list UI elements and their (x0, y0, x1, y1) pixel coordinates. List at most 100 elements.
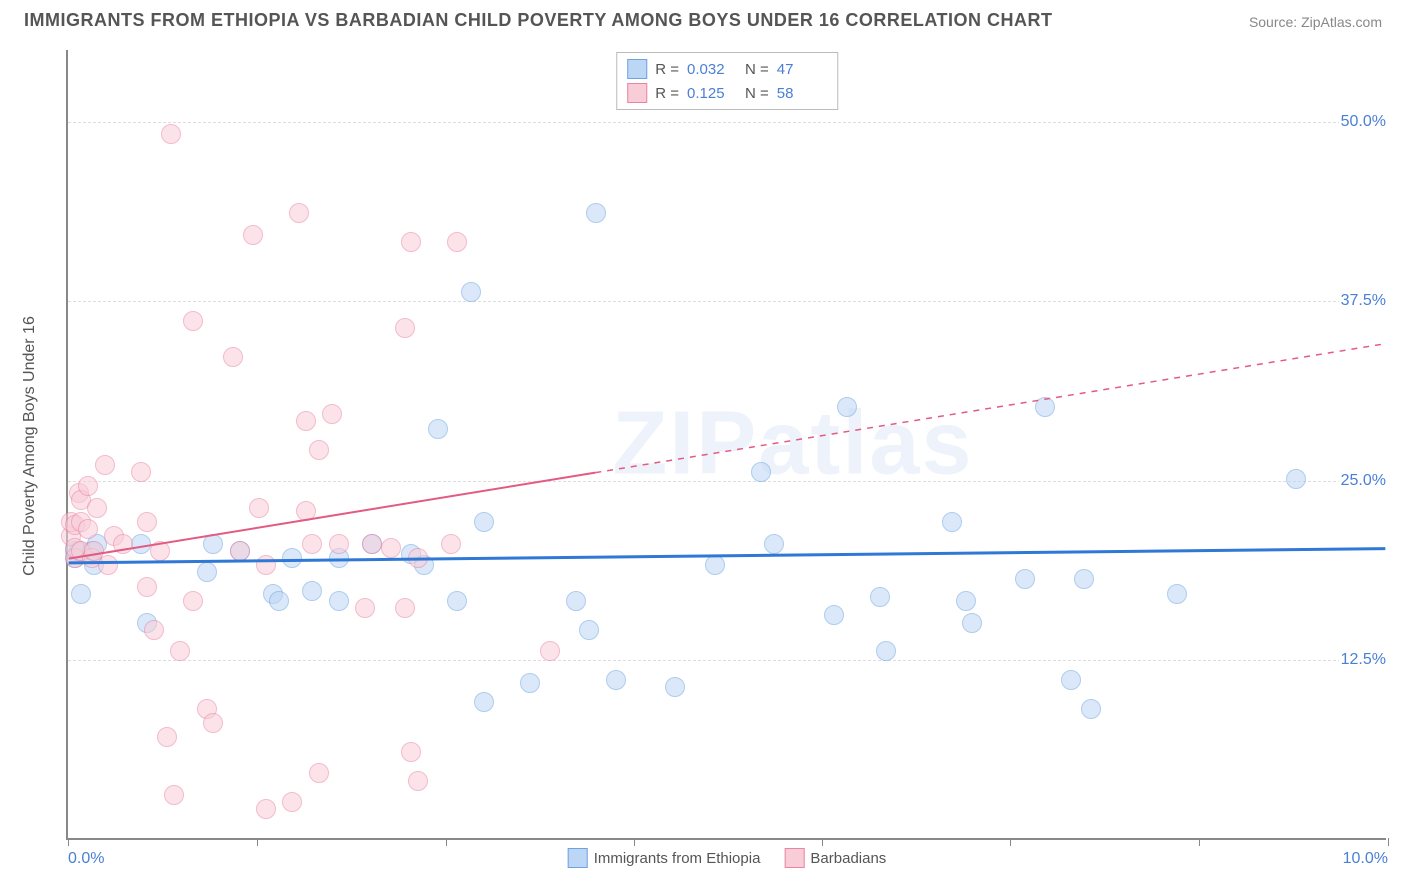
scatter-point (243, 225, 263, 245)
scatter-point (566, 591, 586, 611)
scatter-point (131, 534, 151, 554)
r-value: 0.032 (687, 61, 737, 78)
scatter-point (665, 677, 685, 697)
scatter-point (183, 311, 203, 331)
scatter-point (269, 591, 289, 611)
scatter-point (395, 318, 415, 338)
scatter-point (956, 591, 976, 611)
legend-label: Barbadians (810, 850, 886, 867)
legend-item: Barbadians (784, 848, 886, 868)
scatter-point (329, 591, 349, 611)
scatter-point (329, 534, 349, 554)
scatter-point (1074, 569, 1094, 589)
n-label: N = (745, 85, 769, 102)
scatter-point (837, 397, 857, 417)
scatter-point (87, 498, 107, 518)
scatter-point (1015, 569, 1035, 589)
legend-row: R = 0.032 N = 47 (627, 57, 827, 81)
scatter-point (428, 419, 448, 439)
scatter-point (401, 742, 421, 762)
scatter-point (1061, 670, 1081, 690)
scatter-point (164, 785, 184, 805)
scatter-point (302, 581, 322, 601)
scatter-point (447, 591, 467, 611)
scatter-point (157, 727, 177, 747)
ytick-label: 50.0% (1339, 113, 1388, 131)
ytick-label: 12.5% (1339, 651, 1388, 669)
scatter-point (876, 641, 896, 661)
scatter-point (98, 555, 118, 575)
scatter-point (395, 598, 415, 618)
n-value: 47 (777, 61, 827, 78)
scatter-point (113, 534, 133, 554)
scatter-point (1167, 584, 1187, 604)
scatter-point (137, 512, 157, 532)
scatter-point (461, 282, 481, 302)
scatter-point (751, 462, 771, 482)
legend-row: R =0.125N =58 (627, 81, 827, 105)
r-label: R = (655, 61, 679, 78)
scatter-point (289, 203, 309, 223)
scatter-point (309, 763, 329, 783)
scatter-point (824, 605, 844, 625)
plot-area: ZIPatlas R =0.032N =47R =0.125N =58 Immi… (66, 50, 1386, 840)
xtick-label: 10.0% (1343, 850, 1388, 868)
scatter-point (131, 462, 151, 482)
xtick (1199, 838, 1200, 846)
scatter-point (256, 555, 276, 575)
scatter-point (381, 538, 401, 558)
scatter-point (474, 512, 494, 532)
scatter-point (942, 512, 962, 532)
scatter-point (474, 692, 494, 712)
y-axis-label: Child Poverty Among Boys Under 16 (21, 316, 39, 576)
gridline (68, 481, 1386, 482)
scatter-point (223, 347, 243, 367)
ytick-label: 25.0% (1339, 472, 1388, 490)
scatter-point (296, 411, 316, 431)
scatter-point (355, 598, 375, 618)
scatter-point (586, 203, 606, 223)
xtick (1010, 838, 1011, 846)
scatter-point (322, 404, 342, 424)
scatter-point (256, 799, 276, 819)
xtick (446, 838, 447, 846)
scatter-point (1035, 397, 1055, 417)
xtick (68, 838, 69, 846)
scatter-point (408, 548, 428, 568)
r-value: 0.125 (687, 85, 737, 102)
scatter-point (520, 673, 540, 693)
xtick-label: 0.0% (68, 850, 104, 868)
scatter-point (309, 440, 329, 460)
scatter-point (401, 232, 421, 252)
scatter-point (203, 534, 223, 554)
gridline (68, 122, 1386, 123)
gridline (68, 660, 1386, 661)
scatter-point (71, 584, 91, 604)
scatter-point (170, 641, 190, 661)
scatter-point (606, 670, 626, 690)
legend-swatch (627, 83, 647, 103)
scatter-point (764, 534, 784, 554)
scatter-point (95, 455, 115, 475)
n-label: N = (745, 61, 769, 78)
series-legend: Immigrants from EthiopiaBarbadians (568, 848, 887, 868)
scatter-point (1286, 469, 1306, 489)
scatter-point (302, 534, 322, 554)
scatter-point (78, 476, 98, 496)
scatter-point (144, 620, 164, 640)
scatter-point (962, 613, 982, 633)
scatter-point (161, 124, 181, 144)
scatter-point (579, 620, 599, 640)
scatter-point (296, 501, 316, 521)
xtick (634, 838, 635, 846)
legend-swatch (568, 848, 588, 868)
scatter-point (249, 498, 269, 518)
scatter-point (230, 541, 250, 561)
scatter-point (150, 541, 170, 561)
correlation-legend: R =0.032N =47R =0.125N =58 (616, 52, 838, 110)
scatter-point (1081, 699, 1101, 719)
xtick (822, 838, 823, 846)
scatter-point (203, 713, 223, 733)
scatter-point (78, 519, 98, 539)
scatter-point (282, 548, 302, 568)
